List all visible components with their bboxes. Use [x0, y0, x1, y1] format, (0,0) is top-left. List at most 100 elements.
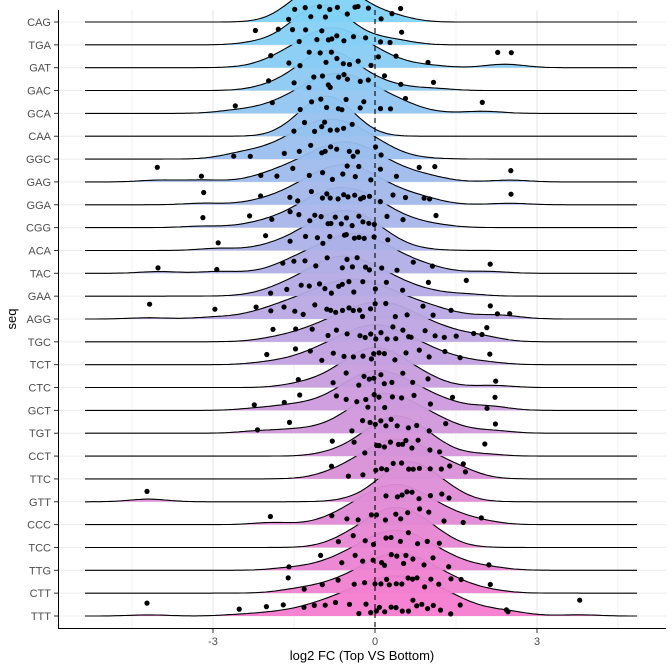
y-tick-label: TTT	[31, 611, 51, 623]
data-point	[388, 534, 394, 541]
data-point	[297, 106, 303, 113]
y-tick-label: GCA	[27, 108, 52, 120]
data-point	[327, 195, 333, 201]
data-point	[252, 27, 258, 34]
data-point	[384, 336, 390, 342]
data-point	[416, 347, 422, 353]
data-point	[415, 541, 421, 547]
data-point	[335, 196, 341, 202]
ridge-outline	[85, 415, 637, 457]
ridge-fill	[85, 233, 637, 274]
data-point	[366, 267, 372, 273]
data-point	[247, 153, 253, 159]
data-point	[421, 195, 427, 201]
data-point	[286, 419, 293, 425]
data-point	[385, 237, 391, 243]
data-point	[441, 334, 447, 340]
data-point	[402, 95, 409, 102]
data-point	[274, 173, 280, 179]
data-point	[268, 290, 274, 296]
data-point	[401, 560, 407, 567]
data-point	[425, 606, 431, 612]
data-point	[322, 148, 328, 154]
data-point	[291, 128, 297, 134]
data-point	[390, 324, 396, 330]
data-point	[398, 516, 404, 522]
data-point	[349, 264, 355, 270]
data-point	[319, 73, 326, 79]
data-point	[308, 188, 314, 195]
data-point	[325, 332, 331, 339]
data-point	[343, 232, 349, 238]
data-point	[258, 193, 264, 199]
data-point	[457, 602, 463, 608]
data-point	[351, 581, 357, 587]
data-point	[334, 127, 340, 133]
data-point	[352, 174, 358, 180]
y-tick-label: CTC	[28, 383, 51, 395]
data-point	[343, 370, 349, 376]
ridge-fill	[85, 576, 637, 616]
y-tick-label: TGC	[28, 337, 51, 349]
data-point	[316, 4, 323, 10]
data-point	[371, 392, 377, 398]
data-point	[405, 575, 411, 581]
data-point	[378, 152, 384, 158]
data-point	[339, 265, 345, 271]
data-point	[301, 604, 307, 610]
data-point	[291, 258, 297, 264]
data-point	[346, 601, 353, 607]
ridge-fill	[85, 507, 637, 548]
data-point	[373, 144, 379, 150]
data-point	[313, 263, 319, 269]
data-point	[312, 302, 318, 308]
data-point	[333, 327, 339, 333]
data-point	[350, 307, 356, 314]
data-point	[317, 50, 323, 56]
data-point	[416, 496, 422, 502]
data-point	[354, 149, 361, 155]
data-point	[306, 49, 312, 55]
data-point	[340, 171, 346, 177]
y-tick-label: TGA	[28, 40, 51, 52]
data-point	[332, 214, 338, 220]
data-point	[375, 54, 381, 60]
data-point	[154, 164, 160, 170]
ridge-outline	[85, 0, 637, 23]
data-point	[438, 466, 444, 472]
data-point	[479, 99, 485, 105]
data-point	[379, 466, 385, 472]
data-point	[389, 379, 395, 385]
data-point	[433, 212, 439, 219]
data-point	[487, 261, 493, 267]
data-point	[281, 399, 287, 406]
data-point	[377, 106, 384, 112]
data-point	[263, 233, 269, 239]
data-point	[382, 609, 388, 615]
data-point	[328, 49, 334, 55]
data-point	[301, 119, 308, 126]
data-point	[295, 198, 301, 204]
y-tick-label: TCT	[30, 360, 52, 372]
data-point	[357, 78, 363, 84]
data-point	[346, 61, 353, 68]
data-point	[329, 36, 335, 42]
data-point	[327, 127, 333, 133]
data-point	[324, 191, 330, 197]
data-point	[201, 189, 207, 196]
data-point	[508, 50, 514, 56]
data-point	[383, 493, 389, 499]
data-point	[507, 311, 513, 317]
data-point	[492, 394, 498, 400]
data-point	[327, 84, 333, 90]
data-point	[398, 81, 404, 87]
data-point	[352, 552, 358, 558]
data-point	[381, 444, 387, 450]
data-point	[356, 163, 362, 170]
data-point	[410, 379, 416, 385]
data-point	[231, 153, 237, 159]
data-point	[363, 35, 369, 41]
ridge-tga	[85, 4, 637, 46]
data-point	[320, 240, 326, 246]
data-point	[306, 283, 312, 289]
